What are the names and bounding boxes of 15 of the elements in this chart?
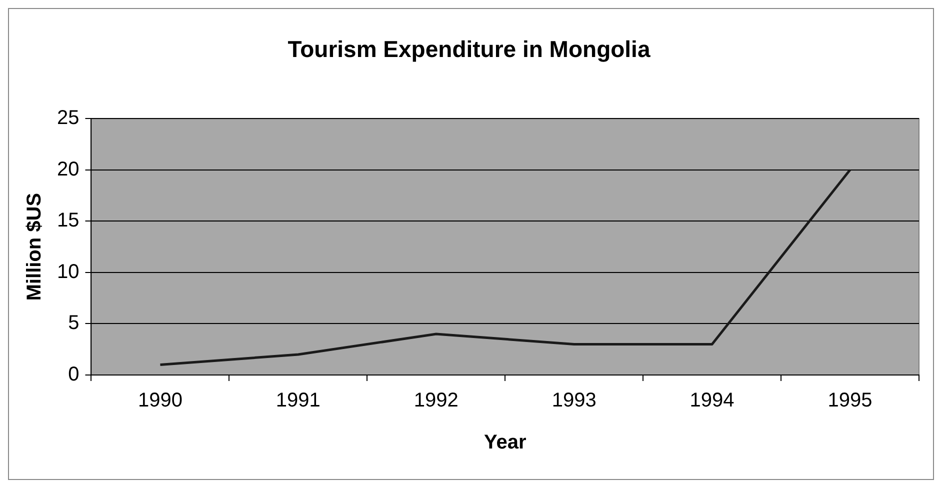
y-tick-label: 20 [56,158,80,180]
y-axis-title: Million $US [24,192,46,301]
y-tick-label: 15 [56,210,80,232]
x-tick-label: 1994 [690,390,734,412]
y-tick-label: 25 [56,107,80,130]
x-axis-title: Year [484,432,526,454]
chart-title: Tourism Expenditure in Mongolia [288,36,650,62]
y-tick-label: 10 [56,260,80,283]
x-tick-label: 1995 [828,390,872,412]
y-tick-label: 5 [68,312,80,334]
x-tick-label: 1991 [276,390,320,412]
x-tick-label: 1990 [138,390,182,412]
x-tick-label: 1993 [552,390,596,412]
x-tick-label: 1992 [414,390,458,412]
y-tick-label: 0 [68,364,80,386]
